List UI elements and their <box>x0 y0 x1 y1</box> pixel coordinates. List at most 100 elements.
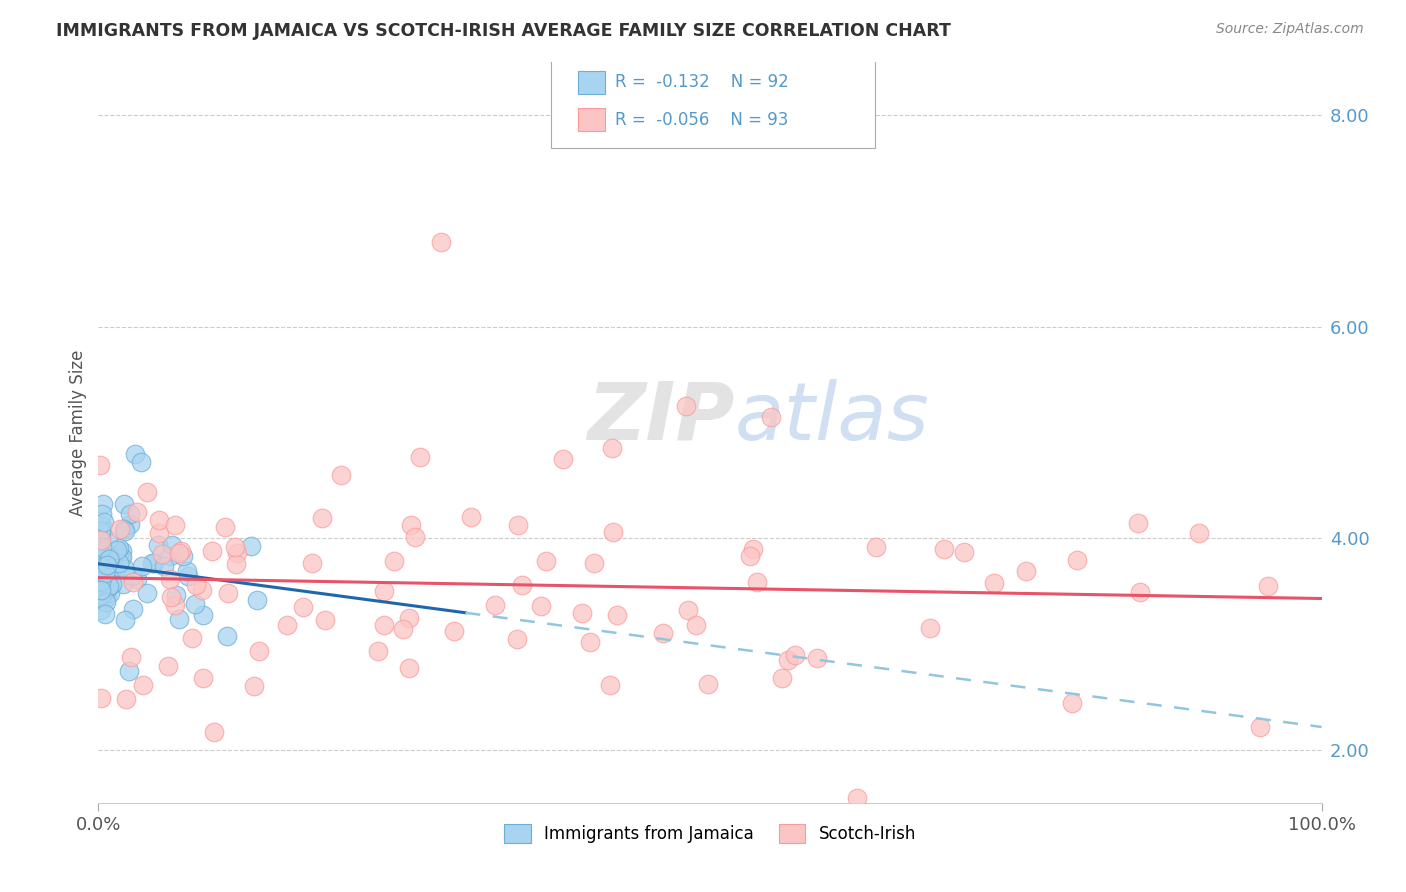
Point <box>90 526 112 541</box>
Point <box>401 518 423 533</box>
Point <box>291 599 314 614</box>
Point <box>91 555 114 569</box>
Point <box>120 649 142 664</box>
Point <box>129 455 152 469</box>
Point <box>172 549 194 564</box>
Point <box>583 556 606 570</box>
Point <box>177 569 200 583</box>
Point <box>90 603 112 617</box>
Point <box>392 623 415 637</box>
Point <box>90 558 112 573</box>
Point <box>159 572 181 586</box>
Point <box>111 577 134 591</box>
Point <box>90 558 112 573</box>
Point <box>114 562 136 576</box>
Point <box>675 399 697 413</box>
Point <box>953 545 976 559</box>
Point <box>404 530 426 544</box>
Text: R =  -0.132    N = 92: R = -0.132 N = 92 <box>614 73 789 91</box>
Point <box>115 692 138 706</box>
Point <box>118 507 141 521</box>
Point <box>685 618 707 632</box>
Point <box>111 550 134 565</box>
Point <box>93 584 115 599</box>
Y-axis label: Average Family Size: Average Family Size <box>69 350 87 516</box>
Point <box>159 590 181 604</box>
Point <box>108 555 131 569</box>
Point <box>90 574 112 589</box>
Point <box>276 618 298 632</box>
Text: ZIP: ZIP <box>588 379 734 457</box>
Point <box>111 543 134 558</box>
Point <box>94 607 117 621</box>
Point <box>536 554 558 568</box>
Point <box>1014 565 1036 579</box>
Point <box>382 554 405 568</box>
Point <box>1060 697 1083 711</box>
Point <box>90 542 112 557</box>
Point <box>97 579 120 593</box>
Point <box>311 511 333 525</box>
Point <box>529 599 551 613</box>
Bar <box>578 70 605 94</box>
Point <box>94 566 117 580</box>
Point <box>239 539 262 553</box>
Point <box>1188 526 1211 541</box>
Point <box>91 507 114 521</box>
Point <box>114 613 136 627</box>
Bar <box>578 109 605 131</box>
Legend: Immigrants from Jamaica, Scotch-Irish: Immigrants from Jamaica, Scotch-Irish <box>498 817 922 850</box>
Point <box>94 565 117 579</box>
Point <box>398 611 420 625</box>
Point <box>600 442 623 456</box>
Point <box>121 575 143 590</box>
Point <box>329 467 352 482</box>
Point <box>651 625 673 640</box>
Point <box>90 588 112 602</box>
Point <box>90 581 112 595</box>
Point <box>91 575 114 590</box>
Point <box>108 557 131 571</box>
Point <box>676 603 699 617</box>
Point <box>696 677 718 691</box>
Point <box>506 632 529 647</box>
Point <box>156 658 179 673</box>
Point <box>301 557 323 571</box>
Point <box>217 585 239 599</box>
Point <box>98 551 121 566</box>
Point <box>159 549 181 564</box>
Point <box>373 618 395 632</box>
Point <box>90 559 112 574</box>
Point <box>170 544 193 558</box>
Point <box>90 540 112 554</box>
Point <box>90 578 112 592</box>
Point <box>1129 584 1152 599</box>
Point <box>98 586 121 600</box>
Point <box>90 517 112 532</box>
Point <box>90 574 112 589</box>
Point <box>865 540 887 554</box>
Point <box>93 516 115 530</box>
Point <box>934 541 956 556</box>
Point <box>118 516 141 531</box>
Point <box>776 653 799 667</box>
Point <box>983 576 1005 591</box>
Point <box>150 547 173 561</box>
Point <box>122 601 145 615</box>
Point <box>97 579 120 593</box>
Point <box>602 524 624 539</box>
Point <box>121 568 143 582</box>
Point <box>108 549 131 564</box>
Point <box>112 497 135 511</box>
Point <box>114 524 136 539</box>
Point <box>225 557 247 571</box>
Point <box>108 541 131 556</box>
Point <box>100 562 122 576</box>
Text: atlas: atlas <box>734 379 929 457</box>
Point <box>90 524 112 539</box>
Point <box>191 583 214 598</box>
Point <box>118 664 141 678</box>
Point <box>93 561 115 575</box>
Point <box>214 520 236 534</box>
Point <box>153 559 176 574</box>
